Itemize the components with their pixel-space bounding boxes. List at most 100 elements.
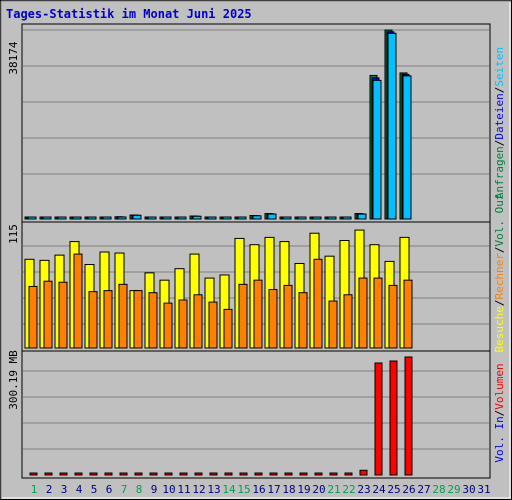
day-label-16: 16 (252, 483, 265, 496)
panel-requests (21, 23, 491, 223)
bar-volumen-day-11 (179, 472, 188, 476)
bar-volumen-day-9 (149, 472, 158, 476)
day-label-13: 13 (207, 483, 220, 496)
bar-rechner-day-9 (148, 292, 158, 349)
bar-volumen-day-19 (299, 472, 308, 476)
bar-volumen-day-2 (44, 472, 53, 476)
day-label-23: 23 (357, 483, 370, 496)
day-label-22: 22 (342, 483, 355, 496)
y-label-volume-max: 300.19 MB (7, 350, 20, 410)
bar-rechner-day-22 (343, 294, 353, 349)
bar-seiten-day-16 (252, 215, 262, 220)
visits-bars (24, 229, 413, 349)
volume-bars (29, 356, 413, 476)
bar-rechner-day-7 (118, 283, 128, 349)
day-label-8: 8 (136, 483, 143, 496)
legend-besuche: Besuche (493, 306, 506, 352)
day-label-11: 11 (177, 483, 190, 496)
bar-seiten-day-8 (132, 214, 142, 220)
day-label-12: 12 (192, 483, 205, 496)
requests-bars (24, 29, 412, 220)
legend-volume: Vol. In/Volumen (493, 363, 506, 462)
bar-volumen-day-21 (329, 472, 338, 476)
bar-rechner-day-26 (403, 279, 413, 349)
day-label-18: 18 (282, 483, 295, 496)
y-label-visits-max: 115 (7, 224, 20, 244)
bar-volumen-day-7 (119, 472, 128, 476)
day-label-14: 14 (222, 483, 236, 496)
bar-volumen-day-14 (224, 472, 233, 476)
bar-rechner-day-25 (388, 284, 398, 349)
legend-anfragen: Anfragen (493, 146, 506, 199)
panel-volume (21, 350, 491, 479)
legend-seiten: Seiten (493, 47, 506, 87)
bar-rechner-day-3 (58, 281, 68, 349)
bar-volumen-day-18 (284, 472, 293, 476)
legend-separator: / (493, 140, 506, 147)
day-label-5: 5 (91, 483, 98, 496)
y-label-requests-max: 38174 (7, 41, 20, 74)
day-label-2: 2 (46, 483, 53, 496)
legend-separator: / (493, 299, 506, 306)
bar-seiten-day-12 (192, 215, 202, 220)
chart-title: Tages-Statistik im Monat Juni 2025 (6, 7, 252, 21)
bar-rechner-day-17 (268, 289, 278, 349)
bar-seiten-day-21 (327, 216, 337, 220)
bar-volumen-day-10 (164, 472, 173, 476)
bar-rechner-day-18 (283, 284, 293, 349)
bar-seiten-day-1 (27, 216, 37, 220)
legend-separator: / (493, 247, 506, 254)
bar-seiten-day-11 (177, 216, 187, 220)
legend-vol-out: Vol. Out (493, 194, 506, 247)
bar-seiten-day-4 (72, 216, 82, 220)
bar-volumen-day-1 (29, 472, 38, 476)
bar-seiten-day-2 (42, 216, 52, 220)
bar-seiten-day-22 (342, 216, 352, 220)
day-label-17: 17 (267, 483, 280, 496)
bar-rechner-day-10 (163, 302, 173, 349)
bar-volumen-day-22 (344, 472, 353, 476)
day-label-6: 6 (106, 483, 113, 496)
bar-volumen-day-3 (59, 472, 68, 476)
bar-seiten-day-5 (87, 216, 97, 220)
day-label-28: 28 (432, 483, 445, 496)
bar-rechner-day-23 (358, 277, 368, 349)
bar-seiten-day-25 (387, 32, 397, 220)
day-label-29: 29 (447, 483, 460, 496)
bar-volumen-day-8 (134, 472, 143, 476)
legend-separator: / (493, 87, 506, 94)
bar-seiten-day-6 (102, 216, 112, 220)
bar-rechner-day-14 (223, 308, 233, 349)
bar-seiten-day-7 (117, 216, 127, 220)
day-label-30: 30 (462, 483, 475, 496)
bar-volumen-day-12 (194, 472, 203, 476)
bar-seiten-day-15 (237, 216, 247, 220)
bar-rechner-day-1 (28, 285, 38, 349)
bar-volumen-day-16 (254, 472, 263, 476)
bar-rechner-day-21 (328, 300, 338, 349)
bar-seiten-day-14 (222, 216, 232, 220)
day-label-24: 24 (372, 483, 386, 496)
bar-volumen-day-6 (104, 472, 113, 476)
bar-seiten-day-24 (372, 79, 382, 220)
bar-volumen-day-4 (74, 472, 83, 476)
day-label-26: 26 (402, 483, 415, 496)
day-labels: 1 2 3 4 5 6 7 8 9 10 11 12 13 14 15 16 17 18 19 20 21 22 23 24 2… (31, 483, 491, 496)
legend-requests: Anfragen/Dateien/Seiten (493, 47, 506, 199)
bar-volumen-day-17 (269, 472, 278, 476)
bar-rechner-day-12 (193, 294, 203, 349)
bar-rechner-day-19 (298, 292, 308, 349)
bar-volumen-day-26 (404, 356, 413, 476)
bar-seiten-day-19 (297, 216, 307, 220)
bar-seiten-day-18 (282, 216, 292, 220)
day-label-10: 10 (162, 483, 175, 496)
bar-seiten-day-3 (57, 216, 67, 220)
bar-rechner-day-4 (73, 253, 83, 349)
bar-volumen-day-20 (314, 472, 323, 476)
bar-volumen-day-15 (239, 472, 248, 476)
bar-rechner-day-24 (373, 277, 383, 349)
bar-volumen-day-24 (374, 362, 383, 476)
bar-volumen-day-25 (389, 360, 398, 476)
day-label-3: 3 (61, 483, 68, 496)
